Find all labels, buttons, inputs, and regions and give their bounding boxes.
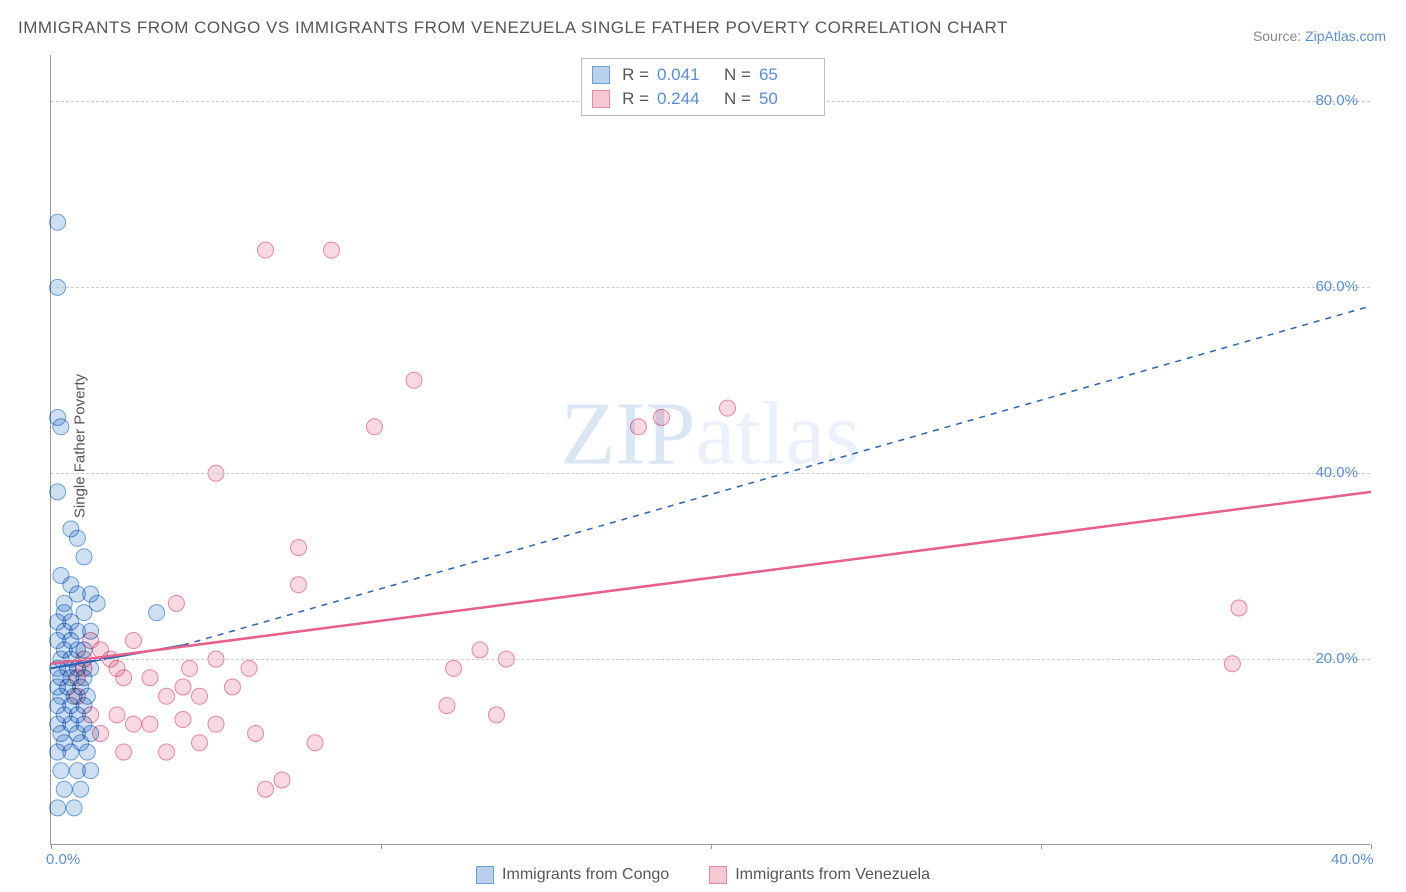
scatter-point — [50, 214, 66, 230]
scatter-point — [291, 540, 307, 556]
scatter-point — [182, 660, 198, 676]
series1-legend-item: Immigrants from Congo — [476, 866, 669, 884]
x-tick-label: 40.0% — [1331, 851, 1374, 868]
series1-swatch — [592, 66, 610, 84]
scatter-point — [56, 781, 72, 797]
scatter-point — [53, 419, 69, 435]
y-tick-label: 40.0% — [1315, 464, 1358, 481]
series1-stats-row: R = 0.041 N = 65 — [588, 63, 818, 87]
scatter-point — [258, 242, 274, 258]
r-label: R = — [622, 65, 649, 85]
scatter-point — [192, 688, 208, 704]
series1-legend-swatch — [476, 866, 494, 884]
scatter-point — [83, 633, 99, 649]
series2-swatch — [592, 90, 610, 108]
y-tick-label: 20.0% — [1315, 650, 1358, 667]
trend-line-extrapolated — [183, 306, 1371, 645]
source-attribution: Source: ZipAtlas.com — [1253, 28, 1386, 44]
y-tick-label: 80.0% — [1315, 92, 1358, 109]
r-label: R = — [622, 89, 649, 109]
scatter-point — [63, 744, 79, 760]
scatter-point — [168, 595, 184, 611]
series-legend: Immigrants from Congo Immigrants from Ve… — [476, 866, 930, 884]
scatter-point — [439, 698, 455, 714]
scatter-point — [76, 549, 92, 565]
correlation-stats-legend: R = 0.041 N = 65 R = 0.244 N = 50 — [581, 58, 825, 116]
scatter-point — [142, 716, 158, 732]
series2-legend-label: Immigrants from Venezuela — [735, 866, 930, 884]
scatter-point — [472, 642, 488, 658]
series2-n-value: 50 — [759, 89, 814, 109]
series2-r-value: 0.244 — [657, 89, 712, 109]
series1-legend-label: Immigrants from Congo — [502, 866, 669, 884]
scatter-point — [69, 688, 85, 704]
scatter-point — [248, 725, 264, 741]
x-tick-label: 0.0% — [46, 851, 80, 868]
scatter-point — [241, 660, 257, 676]
scatter-point — [406, 372, 422, 388]
scatter-point — [366, 419, 382, 435]
scatter-point — [307, 735, 323, 751]
scatter-point — [109, 707, 125, 723]
scatter-point — [192, 735, 208, 751]
scatter-point — [225, 679, 241, 695]
scatter-point — [83, 763, 99, 779]
scatter-point — [66, 800, 82, 816]
scatter-point — [208, 716, 224, 732]
trend-line — [51, 492, 1371, 664]
series2-stats-row: R = 0.244 N = 50 — [588, 87, 818, 111]
scatter-point — [630, 419, 646, 435]
scatter-point — [116, 744, 132, 760]
scatter-point — [446, 660, 462, 676]
scatter-point — [175, 712, 191, 728]
scatter-point — [79, 744, 95, 760]
scatter-point — [126, 633, 142, 649]
scatter-point — [324, 242, 340, 258]
scatter-point — [73, 781, 89, 797]
scatter-chart-svg — [51, 55, 1370, 844]
scatter-point — [159, 688, 175, 704]
scatter-point — [149, 605, 165, 621]
y-tick-label: 60.0% — [1315, 278, 1358, 295]
scatter-point — [83, 707, 99, 723]
chart-title: IMMIGRANTS FROM CONGO VS IMMIGRANTS FROM… — [18, 18, 1008, 38]
scatter-point — [654, 409, 670, 425]
series1-r-value: 0.041 — [657, 65, 712, 85]
scatter-point — [50, 800, 66, 816]
source-label: Source: — [1253, 28, 1305, 44]
plot-area: ZIPatlas 20.0%40.0%60.0%80.0%0.0%40.0% — [50, 55, 1370, 845]
n-label: N = — [724, 89, 751, 109]
scatter-point — [291, 577, 307, 593]
source-site: ZipAtlas.com — [1305, 28, 1386, 44]
scatter-point — [93, 725, 109, 741]
scatter-point — [175, 679, 191, 695]
n-label: N = — [724, 65, 751, 85]
scatter-point — [720, 400, 736, 416]
series2-legend-swatch — [709, 866, 727, 884]
scatter-point — [142, 670, 158, 686]
scatter-point — [50, 484, 66, 500]
scatter-point — [1231, 600, 1247, 616]
scatter-point — [69, 530, 85, 546]
scatter-point — [258, 781, 274, 797]
scatter-point — [274, 772, 290, 788]
series2-legend-item: Immigrants from Venezuela — [709, 866, 930, 884]
series1-n-value: 65 — [759, 65, 814, 85]
scatter-point — [126, 716, 142, 732]
scatter-point — [69, 670, 85, 686]
scatter-point — [53, 763, 69, 779]
scatter-point — [489, 707, 505, 723]
scatter-point — [159, 744, 175, 760]
scatter-point — [116, 670, 132, 686]
